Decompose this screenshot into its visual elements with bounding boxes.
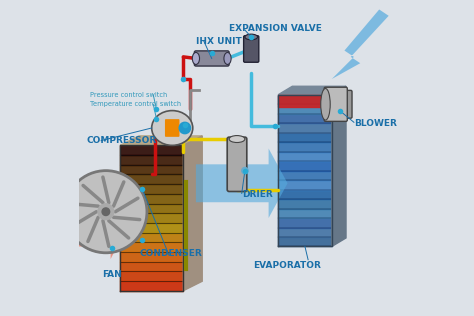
Circle shape bbox=[102, 208, 109, 216]
Polygon shape bbox=[278, 237, 332, 246]
Polygon shape bbox=[120, 223, 183, 233]
FancyBboxPatch shape bbox=[332, 90, 352, 118]
Circle shape bbox=[179, 122, 191, 134]
Polygon shape bbox=[120, 184, 183, 194]
Polygon shape bbox=[120, 252, 183, 262]
Polygon shape bbox=[278, 95, 332, 246]
Polygon shape bbox=[278, 123, 332, 133]
Ellipse shape bbox=[321, 88, 330, 120]
Polygon shape bbox=[120, 194, 183, 204]
FancyBboxPatch shape bbox=[244, 36, 259, 62]
Polygon shape bbox=[278, 142, 332, 152]
Polygon shape bbox=[278, 199, 332, 209]
Polygon shape bbox=[183, 136, 202, 291]
Polygon shape bbox=[120, 242, 183, 252]
Polygon shape bbox=[278, 104, 332, 114]
Polygon shape bbox=[120, 233, 183, 242]
Ellipse shape bbox=[152, 111, 193, 145]
Polygon shape bbox=[278, 180, 332, 190]
Ellipse shape bbox=[224, 52, 231, 64]
Polygon shape bbox=[332, 9, 389, 79]
Ellipse shape bbox=[229, 136, 245, 143]
Polygon shape bbox=[120, 271, 183, 281]
FancyBboxPatch shape bbox=[324, 87, 347, 121]
FancyBboxPatch shape bbox=[227, 137, 247, 191]
Polygon shape bbox=[79, 183, 129, 259]
Polygon shape bbox=[278, 114, 332, 123]
Polygon shape bbox=[278, 209, 332, 218]
Text: BLOWER: BLOWER bbox=[354, 119, 397, 128]
Text: EVAPORATOR: EVAPORATOR bbox=[254, 261, 321, 270]
Polygon shape bbox=[196, 149, 288, 218]
Polygon shape bbox=[332, 86, 346, 246]
Polygon shape bbox=[120, 145, 183, 155]
Polygon shape bbox=[278, 228, 332, 237]
Ellipse shape bbox=[245, 34, 257, 40]
Text: EXPANSION VALVE: EXPANSION VALVE bbox=[229, 24, 322, 33]
Text: COMPRESSOR: COMPRESSOR bbox=[87, 136, 157, 145]
Circle shape bbox=[242, 167, 248, 174]
Polygon shape bbox=[278, 86, 346, 95]
Polygon shape bbox=[278, 95, 332, 104]
Polygon shape bbox=[120, 145, 183, 291]
Polygon shape bbox=[278, 161, 332, 171]
Text: FAN: FAN bbox=[102, 270, 122, 279]
Polygon shape bbox=[120, 155, 183, 165]
Ellipse shape bbox=[192, 52, 200, 64]
Polygon shape bbox=[120, 165, 183, 174]
Polygon shape bbox=[120, 213, 183, 223]
Text: Temperature control switch: Temperature control switch bbox=[90, 101, 181, 107]
Circle shape bbox=[65, 171, 147, 253]
FancyBboxPatch shape bbox=[165, 119, 180, 137]
Polygon shape bbox=[120, 174, 183, 184]
Polygon shape bbox=[278, 218, 332, 228]
Polygon shape bbox=[278, 152, 332, 161]
Circle shape bbox=[98, 204, 114, 220]
Polygon shape bbox=[278, 190, 332, 199]
Text: CONDENSER: CONDENSER bbox=[139, 249, 202, 258]
Polygon shape bbox=[120, 281, 183, 291]
Text: Pressure control switch: Pressure control switch bbox=[90, 92, 167, 98]
FancyBboxPatch shape bbox=[194, 51, 229, 66]
Polygon shape bbox=[278, 133, 332, 142]
Text: DRIER: DRIER bbox=[242, 190, 273, 199]
Polygon shape bbox=[120, 262, 183, 271]
Polygon shape bbox=[120, 204, 183, 213]
Polygon shape bbox=[278, 171, 332, 180]
Polygon shape bbox=[120, 136, 202, 145]
Text: IHX UNIT: IHX UNIT bbox=[196, 37, 242, 46]
Polygon shape bbox=[278, 95, 332, 107]
